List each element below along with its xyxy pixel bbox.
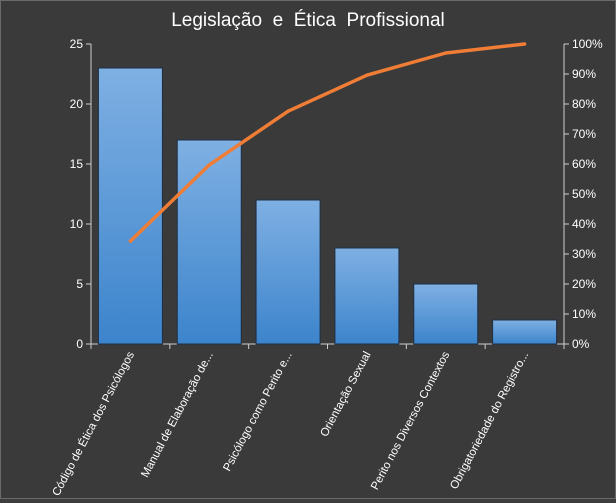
cumulative-point <box>523 42 527 46</box>
y-tick-label: 25 <box>70 37 84 51</box>
bar <box>176 139 242 345</box>
x-tick-label: Obrigatoriedade do Registro... <box>448 350 531 492</box>
bar <box>413 283 479 345</box>
chart-title: Legislação e Ética Profissional <box>171 10 445 31</box>
y2-tick-label: 10% <box>572 307 596 321</box>
x-tick-label: Perito nos Diversos Contextos <box>369 350 452 492</box>
y2-tick-label: 0% <box>572 337 590 351</box>
y2-tick-label: 90% <box>572 67 596 81</box>
bar <box>492 319 558 345</box>
y2-tick-label: 70% <box>572 127 596 141</box>
y2-tick-label: 80% <box>572 97 596 111</box>
x-tick-label: Psicólogo como Perito e... <box>221 350 294 474</box>
x-tick-label: Código de Ética dos Psicólogos <box>50 349 138 498</box>
cumulative-point <box>286 109 290 113</box>
bar <box>334 247 400 345</box>
bar <box>97 67 163 345</box>
y2-tick-label: 20% <box>572 277 596 291</box>
bar <box>255 199 321 345</box>
y2-tick-label: 60% <box>572 157 596 171</box>
cumulative-point <box>128 239 132 243</box>
x-tick-label: Manual de Elaboração de... <box>139 350 216 480</box>
y2-tick-label: 50% <box>572 187 596 201</box>
y2-tick-label: 100% <box>572 37 603 51</box>
y2-tick-label: 40% <box>572 217 596 231</box>
cumulative-line <box>128 42 527 243</box>
y2-tick-label: 30% <box>572 247 596 261</box>
y-tick-label: 5 <box>76 277 83 291</box>
cumulative-point <box>444 51 448 55</box>
plot-area: 0 5 10 15 20 25 0% 10% 20% 30% 40% 50% 60% 70% 80% 90% 1… <box>50 37 603 498</box>
y-tick-label: 0 <box>76 337 83 351</box>
cumulative-point <box>207 163 211 167</box>
cumulative-point <box>365 73 369 77</box>
y-tick-label: 20 <box>70 97 84 111</box>
x-tick-label: Orientação Sexual <box>319 350 374 439</box>
y-tick-label: 15 <box>70 157 84 171</box>
y-tick-label: 10 <box>70 217 84 231</box>
